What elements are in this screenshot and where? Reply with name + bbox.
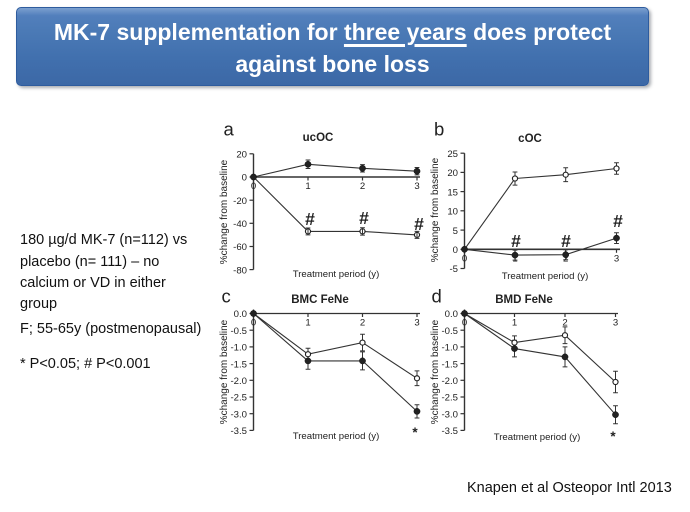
svg-text:2: 2 xyxy=(562,318,567,329)
svg-text:3: 3 xyxy=(414,181,419,192)
svg-text:10: 10 xyxy=(447,207,458,218)
svg-text:#: # xyxy=(613,211,623,231)
svg-text:-5: -5 xyxy=(449,264,458,275)
svg-text:Treatment period (y): Treatment period (y) xyxy=(494,432,581,443)
svg-text:0.0: 0.0 xyxy=(445,309,458,320)
svg-text:3: 3 xyxy=(613,318,618,329)
svg-text:0: 0 xyxy=(453,245,458,256)
svg-text:-3.0: -3.0 xyxy=(230,409,247,420)
svg-text:*: * xyxy=(610,429,616,444)
svg-text:%change from baseline: %change from baseline xyxy=(430,319,441,424)
svg-text:-0.5: -0.5 xyxy=(441,326,458,337)
svg-text:-20: -20 xyxy=(233,196,247,207)
svg-text:-3.5: -3.5 xyxy=(230,426,247,437)
svg-text:ucOC: ucOC xyxy=(303,132,334,144)
svg-text:0: 0 xyxy=(462,254,467,265)
svg-text:#: # xyxy=(359,208,369,228)
svg-text:0: 0 xyxy=(242,173,247,184)
svg-text:-80: -80 xyxy=(233,265,247,276)
svg-text:-1.5: -1.5 xyxy=(230,359,247,370)
svg-text:%change from baseline: %change from baseline xyxy=(219,319,230,424)
svg-text:-60: -60 xyxy=(233,242,247,253)
svg-text:-0.5: -0.5 xyxy=(230,326,247,337)
svg-text:#: # xyxy=(414,214,424,234)
svg-text:-1.5: -1.5 xyxy=(441,359,458,370)
svg-text:-1.0: -1.0 xyxy=(230,343,247,354)
svg-text:1: 1 xyxy=(512,318,517,329)
svg-text:Treatment period (y): Treatment period (y) xyxy=(293,269,380,280)
svg-text:Treatment period (y): Treatment period (y) xyxy=(502,271,589,282)
svg-text:*: * xyxy=(412,425,418,440)
svg-text:#: # xyxy=(305,209,315,229)
svg-text:2: 2 xyxy=(360,181,365,192)
svg-text:#: # xyxy=(561,231,571,251)
svg-text:-2.5: -2.5 xyxy=(441,393,458,404)
svg-text:3: 3 xyxy=(414,318,419,329)
svg-text:cOC: cOC xyxy=(518,133,542,145)
svg-text:-2.0: -2.0 xyxy=(230,376,247,387)
svg-text:0: 0 xyxy=(251,181,256,192)
svg-text:b: b xyxy=(434,119,444,140)
svg-text:#: # xyxy=(511,231,521,251)
svg-text:%change from baseline: %change from baseline xyxy=(430,157,441,262)
svg-text:-2.5: -2.5 xyxy=(230,393,247,404)
svg-text:0.0: 0.0 xyxy=(234,309,247,320)
svg-text:0: 0 xyxy=(462,318,467,329)
svg-text:c: c xyxy=(222,286,231,307)
svg-text:-2.0: -2.0 xyxy=(441,376,458,387)
svg-text:-3.0: -3.0 xyxy=(441,409,458,420)
svg-text:15: 15 xyxy=(447,187,458,198)
svg-text:a: a xyxy=(224,119,235,140)
svg-text:-1.0: -1.0 xyxy=(441,343,458,354)
svg-text:20: 20 xyxy=(236,150,247,161)
svg-text:1: 1 xyxy=(305,181,310,192)
svg-text:%change from baseline: %change from baseline xyxy=(219,159,230,264)
svg-text:25: 25 xyxy=(447,149,458,160)
svg-text:BMC FeNe: BMC FeNe xyxy=(291,294,349,306)
svg-text:2: 2 xyxy=(360,318,365,329)
svg-text:BMD FeNe: BMD FeNe xyxy=(495,294,553,306)
svg-text:-40: -40 xyxy=(233,219,247,230)
svg-text:-3.5: -3.5 xyxy=(441,426,458,437)
svg-text:Treatment period (y): Treatment period (y) xyxy=(293,431,380,442)
svg-text:1: 1 xyxy=(305,318,310,329)
svg-text:3: 3 xyxy=(614,254,619,265)
svg-text:5: 5 xyxy=(453,226,458,237)
svg-text:20: 20 xyxy=(447,168,458,179)
svg-text:d: d xyxy=(432,286,442,307)
svg-text:0: 0 xyxy=(251,318,256,329)
